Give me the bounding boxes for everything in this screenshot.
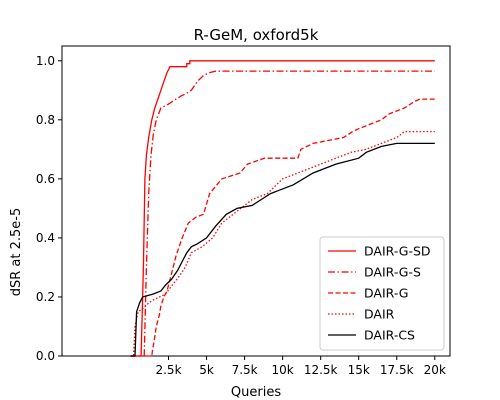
series-layer (130, 60, 435, 357)
y-tick-label: 0.0 (36, 349, 55, 363)
legend-label: DAIR (364, 307, 395, 322)
y-tick-label: 1.0 (36, 54, 55, 68)
chart-title: R-GeM, oxford5k (194, 26, 319, 44)
series-line-dair-g-sd (130, 60, 435, 357)
legend-label: DAIR-G (364, 286, 408, 301)
legend-label: DAIR-CS (364, 328, 415, 343)
y-tick-label: 0.8 (36, 113, 55, 127)
plot-frame (61, 45, 451, 357)
x-tick-label: 10k (272, 363, 294, 377)
series-line-dair-cs (130, 142, 435, 357)
y-axis-label: dSR at 2.5e-5 (9, 208, 24, 297)
legend-label: DAIR-G-S (364, 265, 421, 280)
series-line-dair-g-s (130, 70, 435, 357)
x-axis: 2.5k 5k 7.5k 10k 12.5k 15k 17.5k 20k (155, 356, 446, 377)
y-tick-label: 0.4 (36, 231, 55, 245)
x-tick-label: 15k (348, 363, 370, 377)
x-tick-label: 20k (424, 363, 446, 377)
legend-label: DAIR-G-SD (364, 244, 431, 259)
series-line-dair-g (130, 98, 435, 357)
plot-area (61, 45, 451, 357)
y-tick-label: 0.2 (36, 290, 55, 304)
x-tick-label: 12.5k (304, 363, 338, 377)
x-tick-label: 17.5k (380, 363, 414, 377)
legend-box (319, 236, 445, 351)
x-tick-label: 7.5k (232, 363, 258, 377)
x-tick-label: 2.5k (155, 363, 181, 377)
x-tick-label: 5k (199, 363, 214, 377)
x-axis-label: Queries (231, 385, 281, 400)
y-axis: 0.0 0.2 0.4 0.6 0.8 1.0 (36, 54, 62, 363)
legend: DAIR-G-SD DAIR-G-S DAIR-G DAIR DAIR-CS (319, 236, 445, 351)
y-tick-label: 0.6 (36, 172, 55, 186)
